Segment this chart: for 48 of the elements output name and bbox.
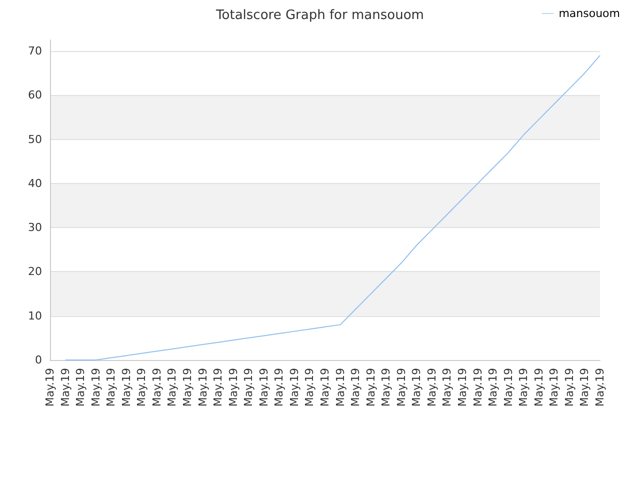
x-tick-label: May.19 <box>562 368 576 407</box>
chart-title: Totalscore Graph for mansouom <box>215 8 424 23</box>
x-tick-label: May.19 <box>44 368 56 407</box>
y-tick-label: 50 <box>28 132 42 146</box>
y-tick-label: 30 <box>28 221 42 234</box>
x-tick-label: May.19 <box>349 368 362 407</box>
x-tick-label: May.19 <box>212 368 225 407</box>
x-tick-label: May.19 <box>58 368 72 407</box>
x-tick-label: May.19 <box>410 368 424 407</box>
x-tick-label: May.19 <box>150 368 164 407</box>
x-tick-label: May.19 <box>364 368 378 407</box>
y-tick-label: 10 <box>28 309 42 322</box>
y-tick-label: 60 <box>28 88 42 102</box>
x-tick-label: May.19 <box>334 368 347 407</box>
x-tick-label: May.19 <box>181 368 194 407</box>
x-tick-label: May.19 <box>456 368 469 407</box>
x-tick-label: May.19 <box>226 368 240 407</box>
x-tick-label: May.19 <box>594 368 606 407</box>
y-tick-label: 20 <box>28 265 42 278</box>
x-tick-label: May.19 <box>89 368 102 407</box>
line-series <box>64 54 600 360</box>
y-tick-label: 70 <box>28 44 42 58</box>
x-tick-label: May.19 <box>502 368 515 407</box>
x-tick-label: May.19 <box>166 368 179 407</box>
x-tick-label: May.19 <box>303 368 316 407</box>
y-tick-label: 40 <box>28 176 42 190</box>
x-tick-label: May.19 <box>135 368 148 407</box>
x-tick-label: May.19 <box>471 368 484 407</box>
x-tick-label: May.19 <box>486 368 500 407</box>
x-tick-label: May.19 <box>272 368 286 407</box>
x-tick-label: May.19 <box>120 368 133 407</box>
x-tick-label: May.19 <box>532 368 546 407</box>
x-tick-label: May.19 <box>394 368 408 407</box>
x-tick-label: May.19 <box>288 368 301 407</box>
x-tick-label: May.19 <box>578 368 592 407</box>
x-tick-label: May.19 <box>380 368 393 407</box>
legend-label: mansouom <box>558 7 620 20</box>
x-tick-label: May.19 <box>242 368 256 407</box>
x-tick-label: May.19 <box>257 368 270 407</box>
x-tick-label: May.19 <box>196 368 210 407</box>
x-tick-label: May.19 <box>104 368 118 407</box>
x-tick-label: May.19 <box>440 368 454 407</box>
x-tick-label: May.19 <box>74 368 88 407</box>
y-tick-label: 0 <box>35 354 42 366</box>
x-tick-label: May.19 <box>318 368 332 407</box>
x-tick-label: May.19 <box>425 368 438 407</box>
x-tick-label: May.19 <box>517 368 530 407</box>
x-tick-label: May.19 <box>548 368 561 407</box>
